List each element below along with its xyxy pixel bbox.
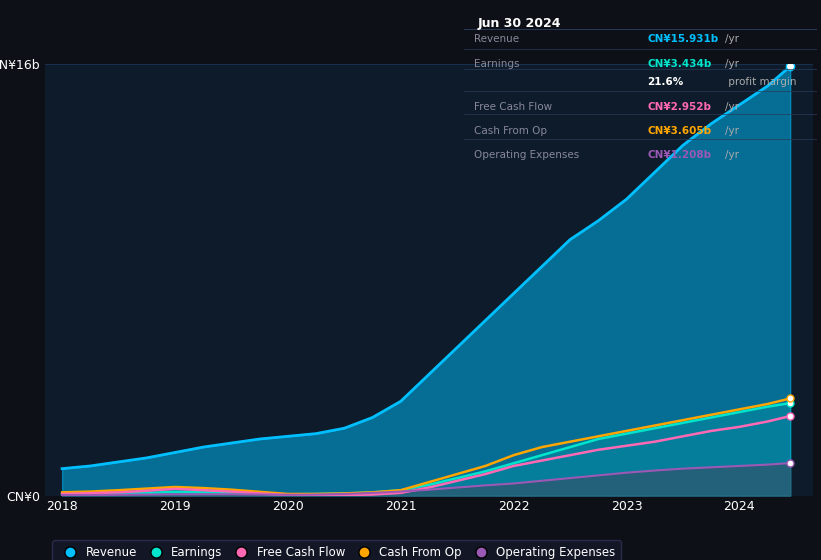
Text: Cash From Op: Cash From Op <box>475 126 548 136</box>
Text: CN¥3.605b: CN¥3.605b <box>648 126 712 136</box>
Text: /yr: /yr <box>725 102 739 111</box>
Text: Revenue: Revenue <box>475 34 520 44</box>
Text: CN¥2.952b: CN¥2.952b <box>648 102 712 111</box>
Text: 21.6%: 21.6% <box>648 77 684 87</box>
Text: /yr: /yr <box>725 126 739 136</box>
Text: Free Cash Flow: Free Cash Flow <box>475 102 553 111</box>
Text: /yr: /yr <box>725 59 739 69</box>
Text: Operating Expenses: Operating Expenses <box>475 150 580 160</box>
Legend: Revenue, Earnings, Free Cash Flow, Cash From Op, Operating Expenses: Revenue, Earnings, Free Cash Flow, Cash … <box>53 540 621 560</box>
Text: profit margin: profit margin <box>725 77 796 87</box>
Text: CN¥15.931b: CN¥15.931b <box>648 34 718 44</box>
Text: CN¥1.208b: CN¥1.208b <box>648 150 712 160</box>
Text: Earnings: Earnings <box>475 59 520 69</box>
Text: Jun 30 2024: Jun 30 2024 <box>478 17 562 30</box>
Text: /yr: /yr <box>725 34 739 44</box>
Text: CN¥3.434b: CN¥3.434b <box>648 59 712 69</box>
Text: /yr: /yr <box>725 150 739 160</box>
